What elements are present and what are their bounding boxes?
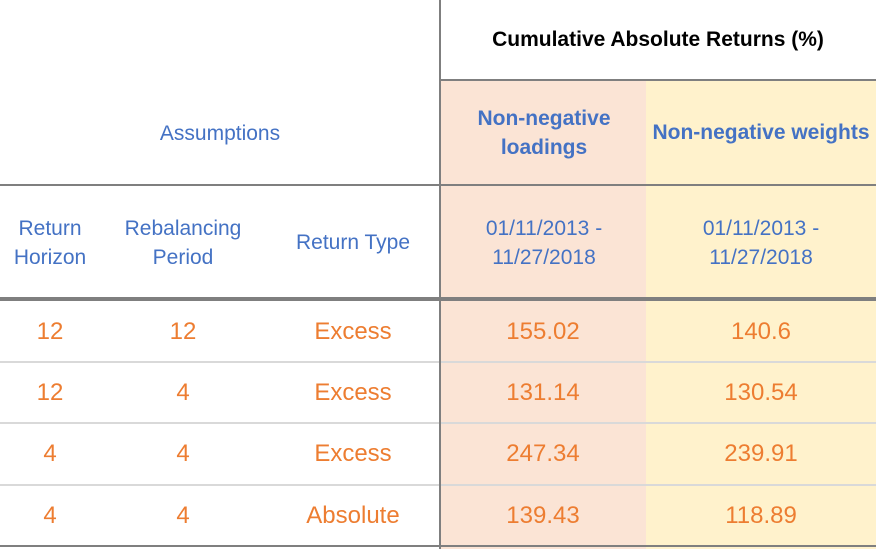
cell-value: 140.6 (730, 317, 792, 345)
cell-rebalancing-period: 4 (100, 423, 266, 485)
table-bottom-border (0, 545, 876, 547)
row-divider (0, 422, 876, 424)
cell-return-horizon: 12 (0, 362, 100, 423)
cell-return-type: Excess (266, 362, 440, 423)
assumptions-header: Assumptions (0, 0, 440, 185)
subheader-rebalancing-period: Rebalancing Period (100, 185, 266, 300)
subheader-weights-period: 01/11/2013 - 11/27/2018 (646, 185, 876, 300)
assumptions-label: Assumptions (159, 122, 281, 145)
cell-value: 239.91 (724, 440, 798, 467)
subheader-weights-period-text: 01/11/2013 - 11/27/2018 (702, 216, 820, 269)
cell-loadings: 139.43 (440, 485, 646, 547)
cell-value: 130.54 (724, 378, 798, 406)
cell-weights: 140.6 (646, 301, 876, 362)
subheader-loadings-period: 01/11/2013 - 11/27/2018 (446, 185, 642, 300)
cell-return-type: Absolute (266, 485, 440, 547)
divider-thick-header (0, 297, 876, 301)
subheader-return-horizon: Return Horizon (0, 185, 100, 300)
cell-weights: 130.54 (646, 362, 876, 423)
table-row: 12 12 Excess 155.02 140.6 (0, 301, 876, 362)
divider-under-header (0, 184, 876, 186)
cell-return-type: Excess (266, 423, 440, 485)
cell-value: 4 (176, 378, 190, 406)
cell-value: 12 (36, 378, 64, 406)
subheader-return-horizon-text: Return Horizon (13, 216, 87, 269)
cell-value: Excess (314, 440, 392, 467)
cell-value: 4 (43, 502, 57, 529)
subheader-return-type: Return Type (266, 185, 440, 300)
row-divider (0, 484, 876, 486)
cell-value: 118.89 (725, 502, 797, 529)
cell-rebalancing-period: 4 (100, 485, 266, 547)
divider-under-group-title (440, 79, 876, 81)
table-row: 4 4 Absolute 139.43 118.89 (0, 485, 876, 547)
col-header-weights-text: Non-negative weights (652, 121, 870, 144)
col-header-loadings-text: Non-negative loadings (477, 106, 611, 159)
loadings-column-bg (440, 80, 646, 549)
cell-value: 12 (36, 317, 64, 345)
table-row: 12 4 Excess 131.14 130.54 (0, 362, 876, 423)
cell-return-horizon: 12 (0, 301, 100, 362)
cell-loadings: 247.34 (440, 423, 646, 485)
cell-value: 4 (176, 440, 190, 467)
cell-value: 4 (176, 502, 190, 529)
cell-return-horizon: 4 (0, 423, 100, 485)
table-row: 4 4 Excess 247.34 239.91 (0, 423, 876, 485)
subheader-rebalancing-period-text: Rebalancing Period (124, 216, 242, 269)
vertical-divider (439, 0, 441, 549)
cell-return-type: Excess (266, 301, 440, 362)
cell-value: 12 (169, 317, 197, 345)
group-header-title: Cumulative Absolute Returns (%) (440, 0, 876, 80)
row-divider (0, 361, 876, 363)
cell-value: 4 (43, 440, 57, 467)
cell-value: Excess (314, 317, 392, 345)
cell-value: 155.02 (506, 317, 580, 345)
weights-column-bg (646, 80, 876, 549)
group-header-text: Cumulative Absolute Returns (%) (492, 28, 824, 51)
subheader-loadings-period-text: 01/11/2013 - 11/27/2018 (485, 216, 603, 269)
cell-value: Excess (314, 378, 392, 406)
cell-value: Absolute (306, 502, 400, 529)
cell-value: 131.14 (506, 378, 580, 406)
cell-loadings: 131.14 (440, 362, 646, 423)
cell-value: 247.34 (506, 440, 580, 467)
col-header-weights: Non-negative weights (646, 80, 876, 185)
cell-rebalancing-period: 4 (100, 362, 266, 423)
subheader-return-type-text: Return Type (295, 231, 410, 254)
cell-weights: 118.89 (646, 485, 876, 547)
cell-rebalancing-period: 12 (100, 301, 266, 362)
cell-loadings: 155.02 (440, 301, 646, 362)
cell-return-horizon: 4 (0, 485, 100, 547)
cell-value: 139.43 (506, 502, 580, 529)
col-header-loadings: Non-negative loadings (446, 80, 642, 185)
cell-weights: 239.91 (646, 423, 876, 485)
